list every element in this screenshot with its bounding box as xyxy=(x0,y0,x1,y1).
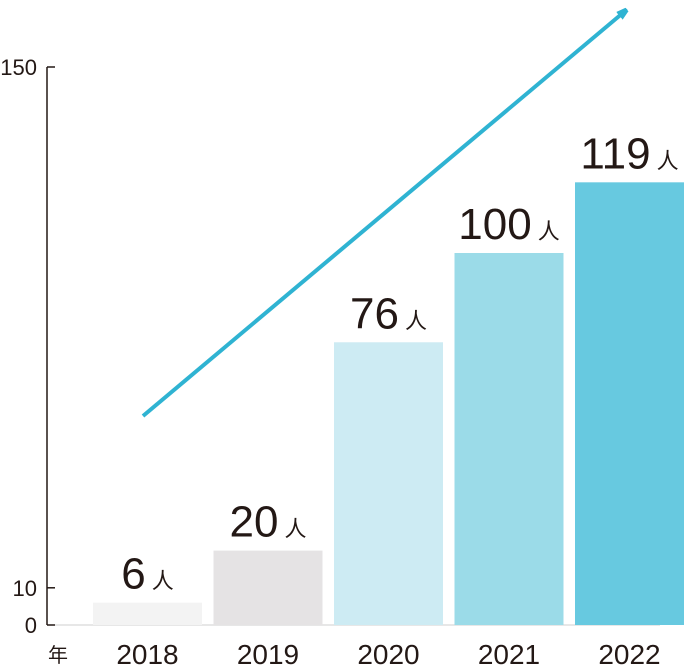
y-tick-label: 0 xyxy=(25,613,37,638)
x-tick-label: 2020 xyxy=(357,639,419,666)
value-label: 119 人 xyxy=(580,129,678,178)
bar-2022 xyxy=(575,182,684,625)
y-tick-label: 10 xyxy=(13,576,37,601)
x-tick-label: 2019 xyxy=(237,639,299,666)
trend-arrow xyxy=(141,12,624,418)
bar-2019 xyxy=(213,550,323,625)
bars xyxy=(93,182,684,625)
value-label: 76 人 xyxy=(350,289,427,338)
bar-2020 xyxy=(334,342,443,625)
x-tick-label: 2018 xyxy=(116,639,178,666)
value-label: 20 人 xyxy=(230,498,307,547)
x-axis-labels: 2018 2019 2020 2021 2022 年 xyxy=(48,639,661,666)
x-tick-label: 2022 xyxy=(598,639,660,666)
data-labels: 6 人 20 人 76 人 100 人 119 人 xyxy=(121,129,678,598)
growth-arrow xyxy=(141,12,624,418)
x-unit-label: 年 xyxy=(48,643,68,666)
y-tick-label: 150 xyxy=(0,55,37,80)
bar-2021 xyxy=(454,253,564,625)
value-label: 100 人 xyxy=(458,200,559,249)
x-tick-label: 2021 xyxy=(478,639,540,666)
bar-2018 xyxy=(93,602,202,625)
